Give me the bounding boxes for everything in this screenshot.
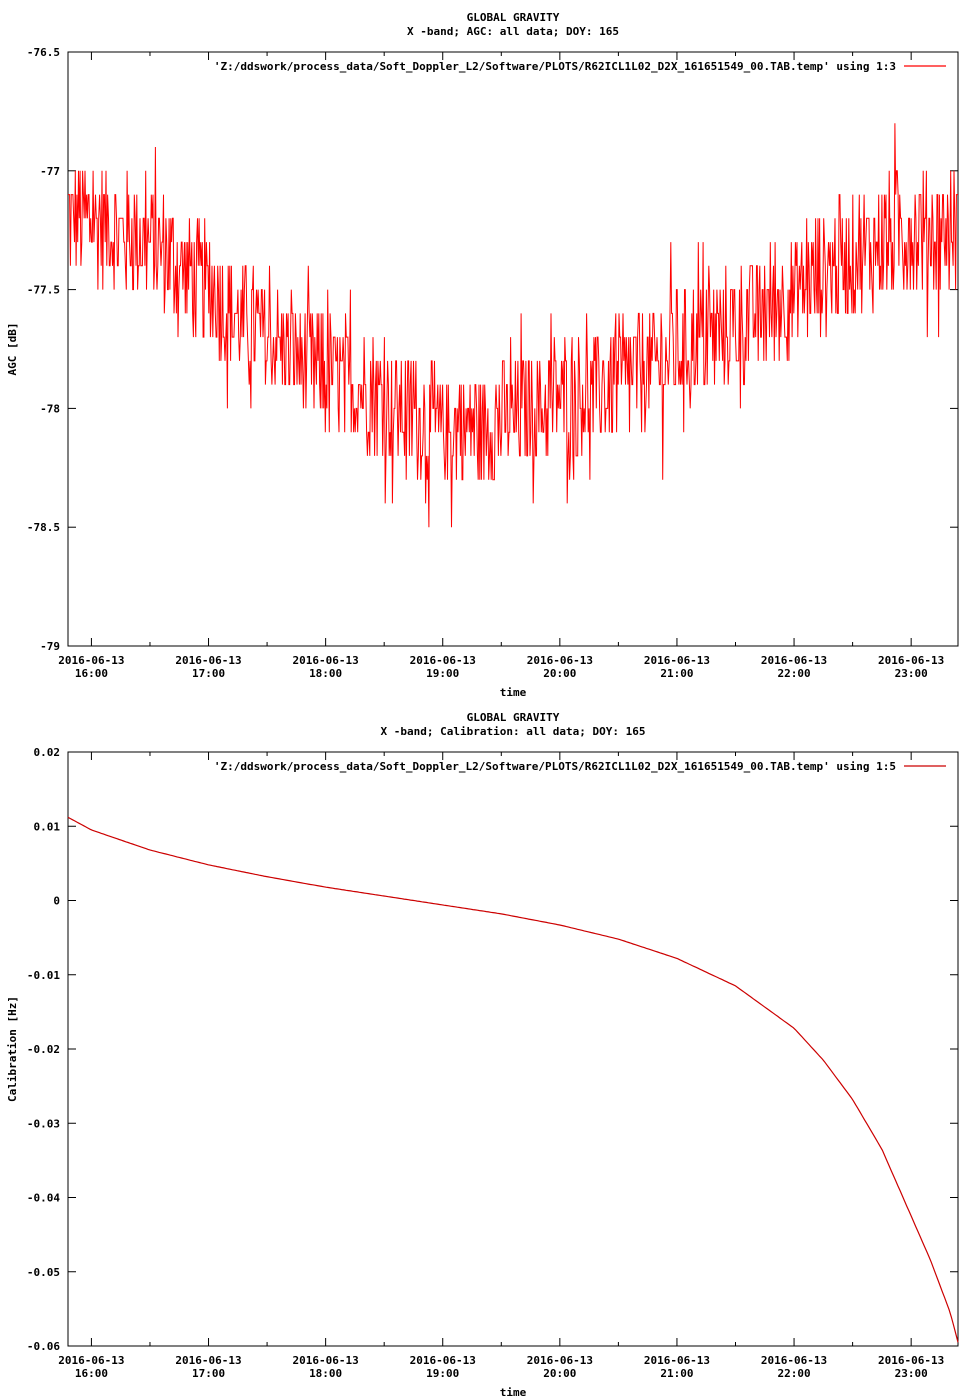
x-tick-time: 16:00	[75, 1367, 108, 1380]
y-tick-label: 0	[53, 895, 60, 908]
x-tick-time: 21:00	[660, 667, 693, 680]
x-tick-date: 2016-06-13	[293, 654, 359, 667]
chart-subtitle: X -band; Calibration: all data; DOY: 165	[381, 725, 646, 738]
x-tick-date: 2016-06-13	[58, 654, 124, 667]
series-line	[67, 816, 959, 1343]
x-tick-time: 23:00	[895, 667, 928, 680]
y-tick-label: -0.04	[27, 1192, 60, 1205]
x-tick-date: 2016-06-13	[878, 654, 944, 667]
x-tick-time: 21:00	[660, 1367, 693, 1380]
x-tick-date: 2016-06-13	[175, 654, 241, 667]
legend-label: 'Z:/ddswork/process_data/Soft_Doppler_L2…	[214, 760, 896, 773]
y-tick-label: -78.5	[27, 521, 60, 534]
x-tick-date: 2016-06-13	[761, 654, 827, 667]
x-tick-date: 2016-06-13	[410, 654, 476, 667]
x-tick-date: 2016-06-13	[878, 1354, 944, 1367]
plot-frame	[67, 51, 959, 647]
chart-title: GLOBAL GRAVITY	[467, 711, 560, 724]
x-tick-date: 2016-06-13	[527, 1354, 593, 1367]
y-tick-label: 0.02	[34, 746, 61, 759]
y-tick-label: 0.01	[34, 820, 61, 833]
x-tick-date: 2016-06-13	[293, 1354, 359, 1367]
y-tick-label: -79	[40, 640, 60, 653]
x-tick-time: 17:00	[192, 667, 225, 680]
y-tick-label: -0.01	[27, 969, 60, 982]
x-tick-time: 17:00	[192, 1367, 225, 1380]
x-tick-date: 2016-06-13	[644, 654, 710, 667]
x-tick-time: 20:00	[543, 1367, 576, 1380]
y-axis-label: AGC [dB]	[6, 323, 19, 376]
y-tick-label: -77	[40, 165, 60, 178]
x-tick-time: 16:00	[75, 667, 108, 680]
x-tick-time: 19:00	[426, 1367, 459, 1380]
x-tick-time: 18:00	[309, 1367, 342, 1380]
legend-label: 'Z:/ddswork/process_data/Soft_Doppler_L2…	[214, 60, 896, 73]
x-tick-date: 2016-06-13	[644, 1354, 710, 1367]
x-tick-time: 23:00	[895, 1367, 928, 1380]
y-tick-label: -0.02	[27, 1043, 60, 1056]
plot-frame	[67, 751, 959, 1347]
x-tick-date: 2016-06-13	[410, 1354, 476, 1367]
y-tick-label: -76.5	[27, 46, 60, 59]
x-tick-time: 18:00	[309, 667, 342, 680]
y-axis-label: Calibration [Hz]	[6, 996, 19, 1102]
x-tick-date: 2016-06-13	[58, 1354, 124, 1367]
x-tick-time: 22:00	[777, 1367, 810, 1380]
x-tick-date: 2016-06-13	[175, 1354, 241, 1367]
x-tick-time: 22:00	[777, 667, 810, 680]
series-line	[68, 123, 958, 528]
y-tick-label: -0.05	[27, 1266, 60, 1279]
x-tick-time: 20:00	[543, 667, 576, 680]
x-tick-date: 2016-06-13	[761, 1354, 827, 1367]
y-tick-label: -0.03	[27, 1117, 60, 1130]
x-axis-label: time	[500, 686, 527, 699]
chart-subtitle: X -band; AGC: all data; DOY: 165	[407, 25, 619, 38]
y-tick-label: -77.5	[27, 284, 60, 297]
x-tick-date: 2016-06-13	[527, 654, 593, 667]
y-tick-label: -78	[40, 402, 60, 415]
chart-title: GLOBAL GRAVITY	[467, 11, 560, 24]
y-tick-label: -0.06	[27, 1340, 60, 1353]
x-tick-time: 19:00	[426, 667, 459, 680]
x-axis-label: time	[500, 1386, 527, 1399]
